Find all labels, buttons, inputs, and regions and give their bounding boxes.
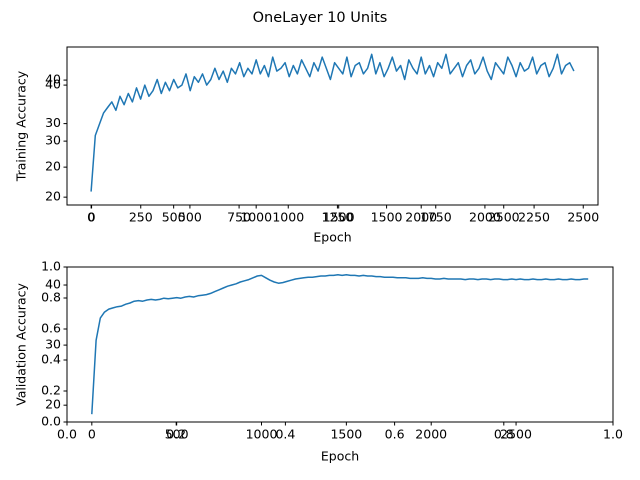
axes-frame xyxy=(66,46,599,206)
x-tick-label: 0.8 xyxy=(494,427,514,442)
x-tick-label: 0.0 xyxy=(57,427,77,442)
x-tick-label: 500 xyxy=(178,210,202,225)
y-tick-label: 1.0 xyxy=(41,259,61,274)
x-tick-label: 2000 xyxy=(405,210,437,225)
x-tick-label: 2000 xyxy=(469,210,501,225)
x-tick-label: 1.0 xyxy=(603,427,623,442)
x-tick-label: 1500 xyxy=(330,427,362,442)
x-tick-label: 2500 xyxy=(488,210,520,225)
y-tick-label: 40 xyxy=(45,72,61,87)
x-axis-label: Epoch xyxy=(321,449,359,464)
y-tick-label: 20 xyxy=(45,397,61,412)
y-tick-label: 20 xyxy=(45,159,61,174)
x-tick-label: 1500 xyxy=(371,210,403,225)
y-tick-label: 0.8 xyxy=(41,290,61,305)
y-tick-label: 0.2 xyxy=(41,383,61,398)
x-tick-label: 500 xyxy=(165,427,189,442)
x-tick-label: 0.6 xyxy=(385,427,405,442)
x-tick-label: 250 xyxy=(129,210,153,225)
y-tick-label: 0.4 xyxy=(41,352,61,367)
x-tick-label: 0 xyxy=(88,427,96,442)
y-tick-label: 0.0 xyxy=(41,414,61,429)
y-tick-label: 30 xyxy=(45,115,61,130)
y-tick-label: 40 xyxy=(45,277,61,292)
y-tick-label: 30 xyxy=(45,337,61,352)
x-tick-label: 0 xyxy=(88,210,96,225)
x-axis-label: Epoch xyxy=(313,230,351,245)
axes-frame xyxy=(66,266,614,423)
x-tick-label: 1000 xyxy=(246,427,278,442)
x-tick-label: 1750 xyxy=(420,210,452,225)
y-tick-label: 40 xyxy=(45,77,61,92)
y-axis-label: Training Accuracy xyxy=(14,70,29,182)
x-tick-label: 500 xyxy=(162,210,186,225)
y-tick-label: 0.6 xyxy=(41,321,61,336)
data-line xyxy=(90,53,575,192)
x-tick-label: 0.2 xyxy=(166,427,186,442)
x-tick-label: 0.4 xyxy=(275,427,295,442)
x-tick-label: 2000 xyxy=(415,427,447,442)
y-axis-label: Validation Accuracy xyxy=(14,283,29,406)
x-tick-label: 750 xyxy=(227,210,251,225)
data-line xyxy=(91,274,589,415)
x-tick-label: 1000 xyxy=(272,210,304,225)
figure-title: OneLayer 10 Units xyxy=(253,10,388,26)
x-tick-label: 0 xyxy=(87,210,95,225)
y-tick-label: 20 xyxy=(45,189,61,204)
x-tick-label: 1250 xyxy=(322,210,354,225)
y-tick-label: 30 xyxy=(45,133,61,148)
x-tick-label: 1000 xyxy=(240,210,272,225)
x-tick-label: 2500 xyxy=(567,210,599,225)
x-tick-label: 1500 xyxy=(323,210,355,225)
x-tick-label: 2500 xyxy=(500,427,532,442)
x-tick-label: 2250 xyxy=(518,210,550,225)
